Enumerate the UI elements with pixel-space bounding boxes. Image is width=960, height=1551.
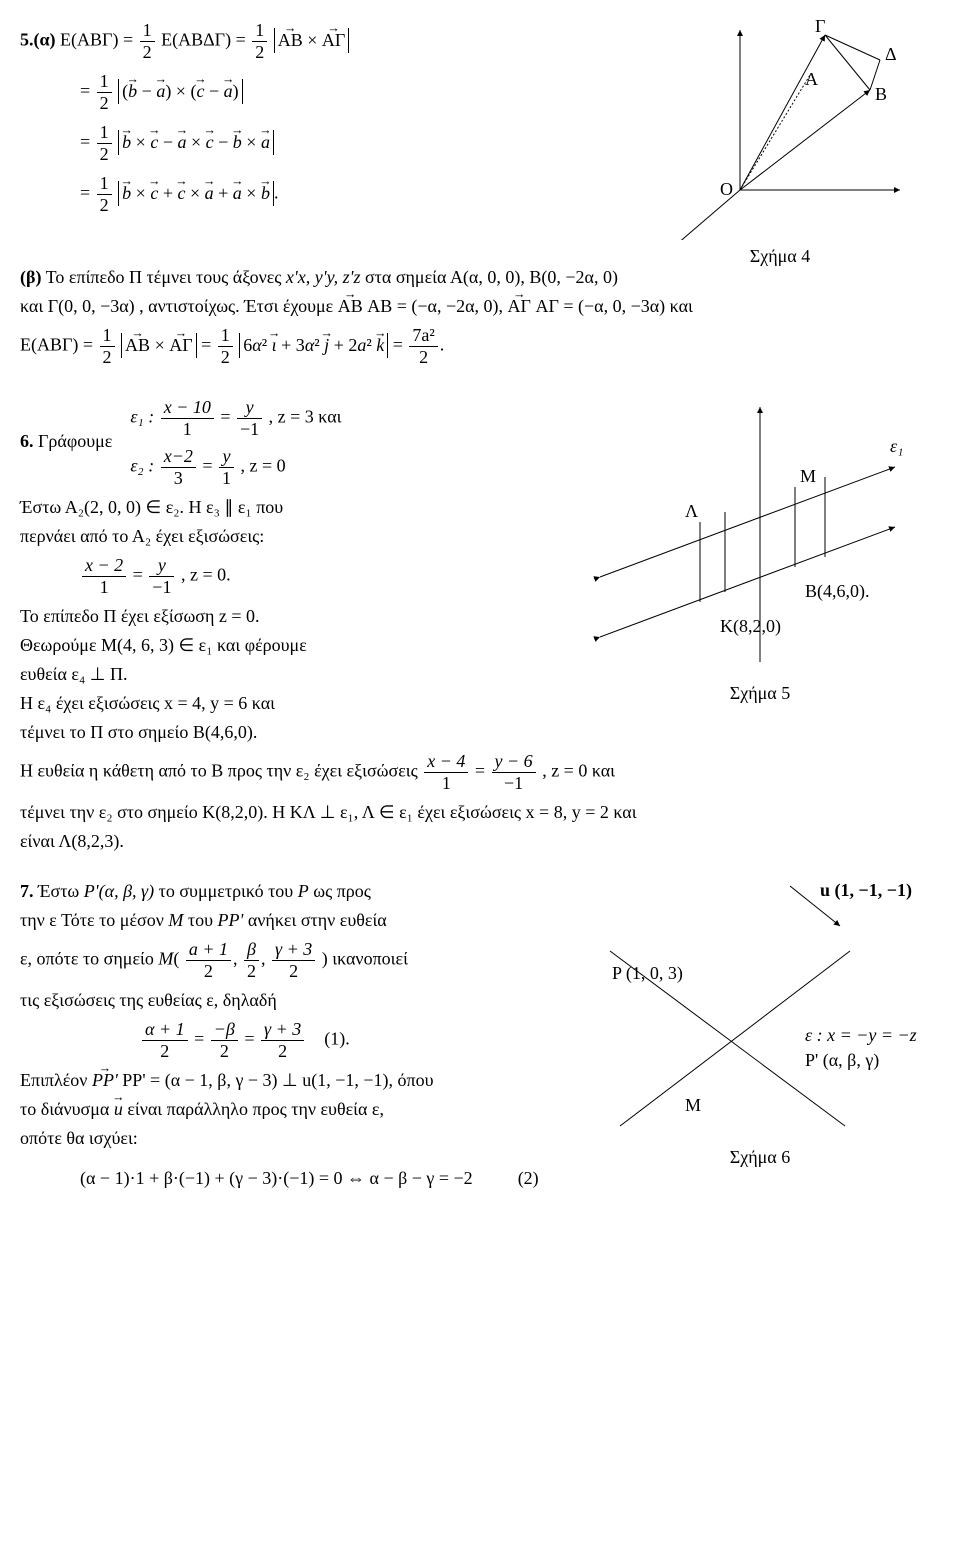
fig6-M: Μ [685, 1095, 701, 1115]
fig5-e1: ε₁ [890, 436, 903, 456]
p6-line2: περνάει από το Α₂ έχει εξισώσεις: [20, 526, 560, 547]
problem-6-left: 6. Γράφουμε ε₁ : x − 101 = y−1 , z = 3 κ… [20, 397, 560, 751]
fig4-B: Β [875, 84, 887, 104]
figure-4-caption: Σχήμα 4 [620, 246, 940, 267]
fig5-M: Μ [800, 466, 816, 486]
problem-7-left: 7. Έστω P'(α, β, γ) το συμμετρικό του P … [20, 881, 560, 1168]
fig4-A: Α [805, 69, 818, 89]
p6-line5: ευθεία ε₄ ⊥ Π. [20, 664, 560, 685]
p7-line1: 7. Έστω P'(α, β, γ) το συμμετρικό του P … [20, 881, 560, 902]
p6-line9: τέμνει την ε₂ στο σημείο Κ(8,2,0). Η ΚΛ … [20, 802, 940, 823]
fig6-eps: ε : x = −y = −z [805, 1025, 917, 1045]
figure-4: Ο Γ Δ Α Β Σχήμα 4 [600, 20, 940, 267]
figure-6: u (1, −1, −1) P (1, 0, 3) ε : x = −y = −… [560, 881, 940, 1168]
fig6-P: P (1, 0, 3) [612, 963, 683, 984]
p5-beta-line1: (β) Το επίπεδο Π τέμνει τους άξονες x'x,… [20, 267, 940, 288]
fig5-K: Κ(8,2,0) [720, 616, 781, 637]
figure-5-caption: Σχήμα 5 [580, 683, 940, 704]
p7-line5: Επιπλέον PP' PP' = (α − 1, β, γ − 3) ⊥ u… [20, 1070, 560, 1091]
p7-line4: τις εξισώσεις της ευθείας ε, δηλαδή [20, 990, 560, 1011]
p6-line3: Το επίπεδο Π έχει εξίσωση z = 0. [20, 606, 560, 627]
p6-line4: Θεωρούμε Μ(4, 6, 3) ∈ ε₁ και φέρουμε [20, 635, 560, 656]
figure-6-caption: Σχήμα 6 [580, 1147, 940, 1168]
p6-line8: Η ευθεία η κάθετη από το Β προς την ε₂ έ… [20, 751, 940, 794]
fig5-B: Β(4,6,0). [805, 581, 870, 602]
p5-beta-line2: και Γ(0, 0, −3α) , αντιστοίχως. Έτσι έχο… [20, 296, 940, 317]
p7-eqn1: α + 12 = −β2 = γ + 32 (1). [140, 1019, 560, 1062]
fig6-Pprime: P' (α, β, γ) [805, 1050, 879, 1071]
problem-7: 7. Έστω P'(α, β, γ) το συμμετρικό του P … [20, 881, 940, 1168]
fig6-u: u (1, −1, −1) [820, 881, 912, 901]
p7-line6: το διάνυσμα u είναι παράλληλο προς την ε… [20, 1099, 560, 1120]
figure-5: ε₁ Λ Μ Κ(8,2,0) Β(4,6,0). Σχήμα 5 [560, 397, 940, 751]
p6-line10: είναι Λ(8,2,3). [20, 831, 940, 852]
p6-line1: Έστω Α₂(2, 0, 0) ∈ ε₂. Η ε₃ ∥ ε₁ που [20, 497, 560, 518]
p7-eq-final: (α − 1)·1 + β·(−1) + (γ − 3)·(−1) = 0 ⇔ … [80, 1168, 940, 1189]
p6-line7: τέμνει το Π στο σημείο Β(4,6,0). [20, 722, 560, 743]
figure-4-svg: Ο Γ Δ Α Β [620, 20, 920, 240]
fig4-O: Ο [720, 179, 733, 199]
problem-6: 6. Γράφουμε ε₁ : x − 101 = y−1 , z = 3 κ… [20, 397, 940, 751]
problem-5-left: 5.(α) Ε(ΑΒΓ) = 12 Ε(ΑΒΔΓ) = 12 ΑΒ × ΑΓ =… [20, 20, 600, 267]
p5-eq4: = 12 b × c + c × a + a × b. [80, 173, 600, 216]
p5-eq3: = 12 b × c − a × c − b × a [80, 122, 600, 165]
figure-6-svg: u (1, −1, −1) P (1, 0, 3) ε : x = −y = −… [580, 881, 920, 1141]
fig5-L: Λ [685, 501, 698, 521]
p5-label-a: 5.(α) [20, 30, 56, 50]
p5-eq2: = 12 (b − a) × (c − a) [80, 71, 600, 114]
p6-write: 6. Γράφουμε ε₁ : x − 101 = y−1 , z = 3 κ… [20, 397, 560, 489]
p7-line2: την ε Τότε το μέσον M του PP' ανήκει στη… [20, 910, 560, 931]
p5-beta-eq: Ε(ΑΒΓ) = 12 ΑΒ × ΑΓ = 12 6α² ι + 3α² j +… [20, 325, 940, 368]
figure-5-svg: ε₁ Λ Μ Κ(8,2,0) Β(4,6,0). [580, 397, 920, 677]
p6-eqA2: x − 21 = y−1 , z = 0. [80, 555, 560, 598]
p5-eq1: 5.(α) Ε(ΑΒΓ) = 12 Ε(ΑΒΔΓ) = 12 ΑΒ × ΑΓ [20, 20, 600, 63]
p7-line3: ε, οπότε το σημείο M( a + 12, β2, γ + 32… [20, 939, 560, 982]
problem-5: 5.(α) Ε(ΑΒΓ) = 12 Ε(ΑΒΔΓ) = 12 ΑΒ × ΑΓ =… [20, 20, 940, 267]
fig4-G: Γ [815, 20, 825, 36]
p6-line6: Η ε₄ έχει εξισώσεις x = 4, y = 6 και [20, 693, 560, 714]
fig4-D: Δ [885, 44, 897, 64]
p7-line7: οπότε θα ισχύει: [20, 1128, 560, 1149]
